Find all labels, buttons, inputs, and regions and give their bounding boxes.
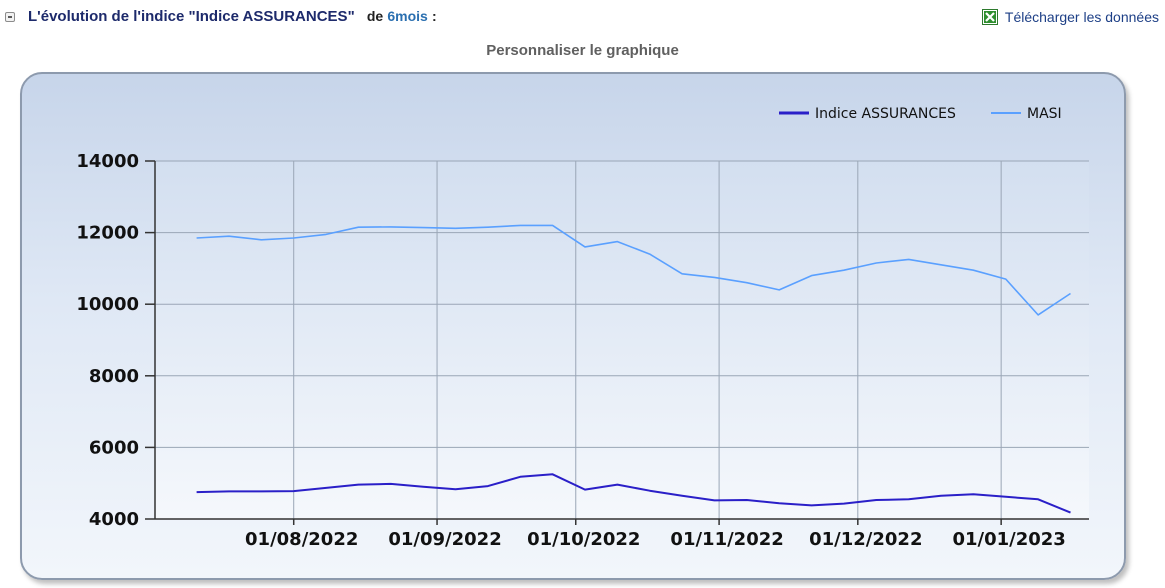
plot-area — [155, 161, 1089, 519]
x-tick-label: 01/10/2022 — [527, 529, 640, 550]
download-label: Télécharger les données — [1004, 9, 1159, 25]
excel-icon — [981, 9, 998, 25]
x-tick-label: 01/09/2022 — [388, 529, 501, 550]
period-link[interactable]: 6mois — [387, 8, 428, 24]
download-data-link[interactable]: Télécharger les données — [981, 9, 1159, 25]
customize-chart-link[interactable]: Personnaliser le graphique — [486, 42, 679, 59]
heading-de: de — [366, 8, 384, 24]
header-bar: L'évolution de l'indice "Indice ASSURANC… — [0, 0, 1165, 34]
x-tick-label: 01/12/2022 — [809, 529, 922, 550]
y-tick-label: 12000 — [76, 223, 139, 244]
axes — [154, 161, 1089, 520]
y-tick-label: 8000 — [89, 366, 139, 387]
series-line-masi — [196, 224, 1071, 316]
x-tick-label: 01/11/2022 — [670, 529, 783, 550]
legend-label: MASI — [1027, 106, 1062, 122]
x-tick-label: 01/08/2022 — [245, 529, 358, 550]
legend-label: Indice ASSURANCES — [815, 106, 956, 122]
chart-heading: L'évolution de l'indice "Indice ASSURANC… — [28, 8, 437, 25]
series-layer — [196, 224, 1071, 514]
y-tick-label: 14000 — [76, 151, 139, 172]
heading-title: L'évolution de l'indice "Indice ASSURANC… — [28, 8, 355, 25]
heading-colon: : — [432, 8, 437, 24]
y-tick-label: 4000 — [89, 509, 139, 530]
y-tick-label: 6000 — [89, 437, 139, 458]
series-line-indice-assurances — [196, 473, 1071, 514]
legend: Indice ASSURANCES MASI — [779, 106, 1062, 122]
y-tick-label: 10000 — [76, 294, 139, 315]
collapse-icon[interactable] — [5, 12, 15, 22]
x-tick-label: 01/01/2023 — [952, 529, 1065, 550]
